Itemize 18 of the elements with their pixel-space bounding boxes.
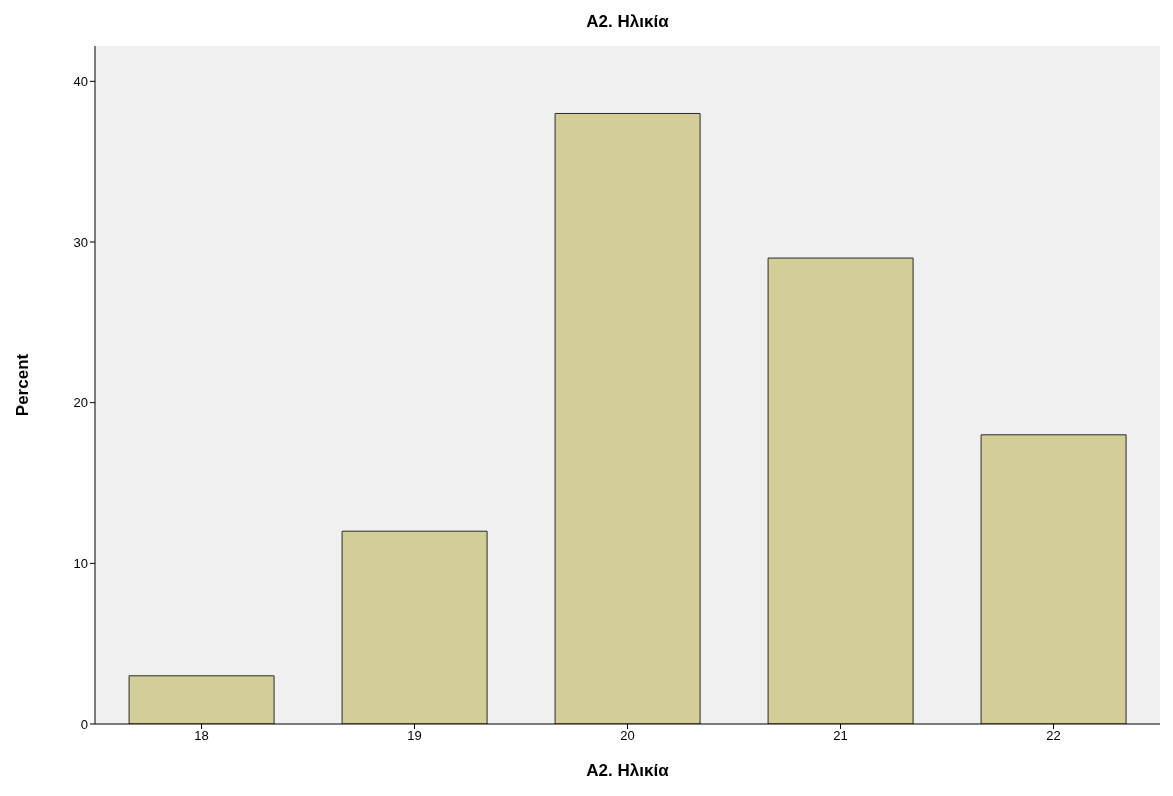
- y-axis-title: Percent: [13, 353, 33, 417]
- bar: [980, 434, 1127, 724]
- bar: [767, 257, 914, 724]
- x-tick-label: 22: [1046, 728, 1061, 744]
- bar: [554, 112, 701, 724]
- x-tick-label: 20: [620, 728, 635, 744]
- y-tick-label: 20: [73, 395, 88, 411]
- x-tick-label: 18: [194, 728, 209, 744]
- bar: [341, 530, 488, 724]
- x-axis-title: A2. Ηλικία: [586, 761, 670, 780]
- chart-title: A2. Ηλικία: [585, 12, 670, 32]
- y-tick-label: 10: [73, 555, 88, 571]
- bar: [128, 675, 275, 724]
- x-tick-label: 19: [407, 728, 422, 744]
- y-tick-label: 0: [80, 716, 88, 732]
- y-tick-label: 40: [73, 73, 88, 89]
- y-tick-label: 30: [73, 234, 88, 250]
- x-tick-label: 21: [833, 728, 848, 744]
